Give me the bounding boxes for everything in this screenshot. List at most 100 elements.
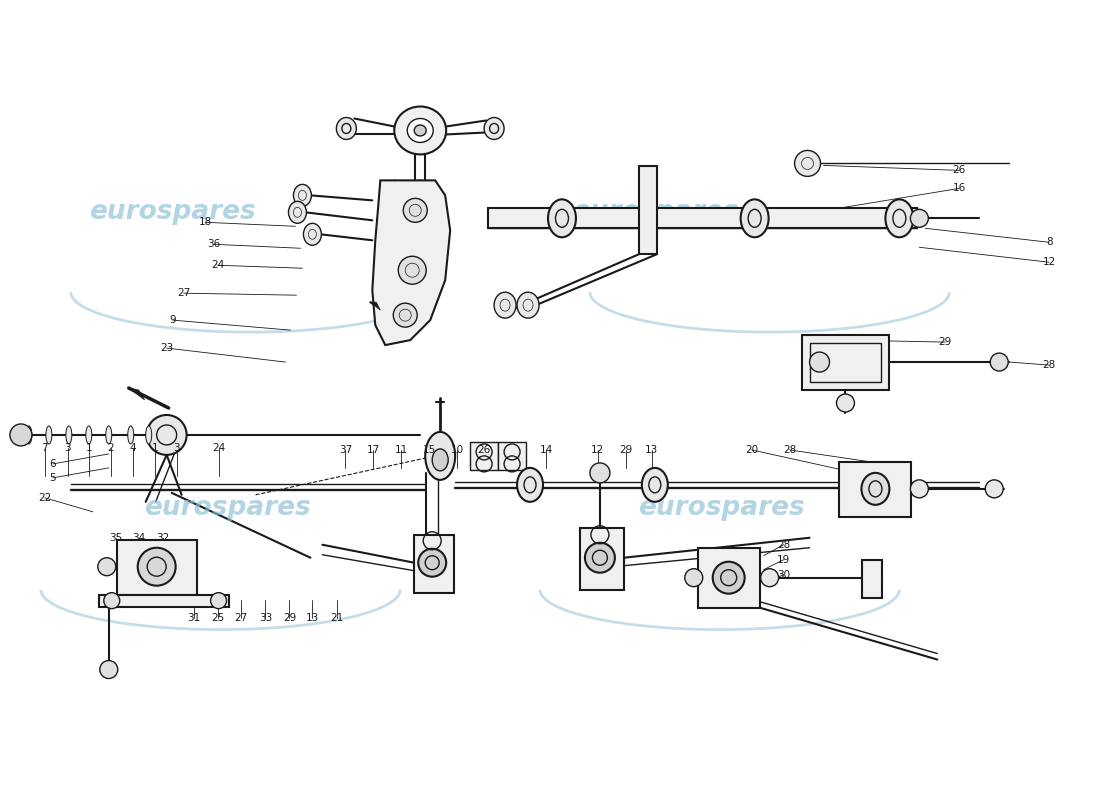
Text: eurospares: eurospares (638, 495, 804, 521)
Bar (415, 534, 454, 593)
Bar (639, 166, 657, 254)
Ellipse shape (517, 468, 543, 502)
Ellipse shape (418, 549, 447, 577)
Text: 3: 3 (174, 443, 180, 453)
Text: 27: 27 (177, 288, 190, 298)
Ellipse shape (66, 426, 72, 444)
Text: 34: 34 (132, 533, 145, 542)
Text: 28: 28 (777, 540, 790, 550)
Text: 29: 29 (283, 613, 296, 622)
Text: 24: 24 (212, 443, 226, 453)
Circle shape (103, 593, 120, 609)
Ellipse shape (713, 562, 745, 594)
Circle shape (685, 569, 703, 586)
Text: 13: 13 (306, 613, 319, 622)
Text: 36: 36 (207, 239, 220, 250)
Text: eurospares: eurospares (89, 199, 255, 226)
Circle shape (794, 150, 821, 176)
Circle shape (911, 210, 928, 227)
Circle shape (404, 198, 427, 222)
Text: 30: 30 (777, 570, 790, 580)
Circle shape (810, 352, 829, 372)
Bar (802, 335, 890, 390)
Bar (697, 548, 760, 608)
Ellipse shape (494, 292, 516, 318)
Text: 15: 15 (422, 445, 436, 455)
Text: 8: 8 (1046, 238, 1053, 247)
Text: 28: 28 (1043, 360, 1056, 370)
Text: 22: 22 (39, 493, 52, 503)
Text: 9: 9 (169, 315, 176, 325)
Ellipse shape (585, 542, 615, 573)
Bar (580, 528, 624, 590)
Bar (839, 462, 912, 517)
Polygon shape (372, 180, 450, 345)
Text: 19: 19 (777, 554, 790, 565)
Circle shape (394, 303, 417, 327)
Ellipse shape (46, 426, 52, 444)
Ellipse shape (548, 199, 576, 238)
Ellipse shape (26, 426, 32, 444)
Ellipse shape (294, 184, 311, 206)
Text: 12: 12 (1043, 258, 1056, 267)
Text: eurospares: eurospares (144, 495, 310, 521)
Bar (488, 208, 917, 228)
Text: 2: 2 (108, 443, 114, 453)
Text: 25: 25 (211, 613, 224, 622)
Text: 21: 21 (331, 613, 344, 622)
Ellipse shape (641, 468, 668, 502)
Bar (862, 560, 882, 598)
Text: 29: 29 (619, 445, 632, 455)
Circle shape (911, 480, 928, 498)
Circle shape (100, 661, 118, 678)
Ellipse shape (740, 199, 769, 238)
Circle shape (990, 353, 1009, 371)
Circle shape (10, 424, 32, 446)
Circle shape (986, 480, 1003, 498)
Circle shape (760, 569, 779, 586)
Bar (470, 442, 498, 470)
Text: 29: 29 (938, 337, 952, 347)
Text: 26: 26 (953, 166, 966, 175)
Ellipse shape (861, 473, 890, 505)
Circle shape (98, 558, 116, 576)
Bar (810, 343, 881, 382)
Text: 14: 14 (539, 445, 552, 455)
Ellipse shape (415, 125, 426, 136)
Ellipse shape (484, 118, 504, 139)
Bar (99, 594, 229, 606)
Text: 1: 1 (152, 443, 158, 453)
Ellipse shape (304, 223, 321, 246)
Text: 1: 1 (86, 443, 92, 453)
Text: 17: 17 (366, 445, 379, 455)
Text: eurospares: eurospares (572, 199, 739, 226)
Ellipse shape (432, 449, 448, 471)
Circle shape (210, 593, 227, 609)
Text: 13: 13 (646, 445, 659, 455)
Text: 7: 7 (42, 443, 48, 453)
Ellipse shape (886, 199, 913, 238)
Ellipse shape (86, 426, 91, 444)
Text: 32: 32 (156, 533, 169, 542)
Ellipse shape (288, 202, 307, 223)
Text: 16: 16 (953, 183, 966, 194)
Polygon shape (129, 388, 145, 400)
Text: 10: 10 (451, 445, 464, 455)
Ellipse shape (138, 548, 176, 586)
Text: 33: 33 (258, 613, 272, 622)
Text: 4: 4 (130, 443, 136, 453)
Text: 28: 28 (783, 445, 796, 455)
Ellipse shape (517, 292, 539, 318)
Text: 3: 3 (65, 443, 72, 453)
Ellipse shape (145, 426, 152, 444)
Text: 12: 12 (592, 445, 605, 455)
Ellipse shape (407, 118, 433, 142)
Text: 35: 35 (109, 533, 122, 542)
Ellipse shape (128, 426, 134, 444)
Bar (117, 540, 197, 594)
Text: 24: 24 (211, 260, 224, 270)
Circle shape (398, 256, 426, 284)
Text: 27: 27 (234, 613, 248, 622)
Polygon shape (371, 302, 381, 310)
Ellipse shape (394, 106, 447, 154)
